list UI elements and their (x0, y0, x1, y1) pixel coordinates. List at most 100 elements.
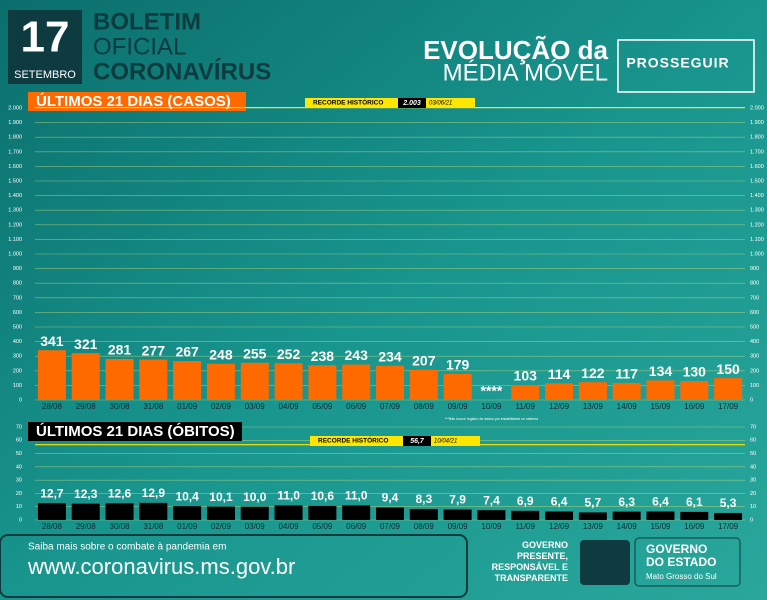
bar (545, 383, 574, 400)
title-line: OFICIAL (93, 33, 186, 60)
program: PROSSEGUIR (626, 55, 729, 71)
y-tick-label: 900 (750, 266, 759, 272)
date-box (8, 10, 82, 66)
bar (37, 350, 66, 400)
value-label: 10,6 (311, 489, 335, 503)
x-tick-label: 29/08 (76, 402, 97, 411)
record-label: RECORDE HISTÓRICO (313, 98, 383, 107)
y-tick-label: 1.900 (8, 120, 22, 126)
x-tick-label: 12/09 (549, 402, 570, 411)
day: 17 (21, 13, 70, 62)
x-tick-label: 15/09 (650, 522, 671, 531)
x-tick-label: 28/08 (42, 402, 63, 411)
section-title: ÚLTIMOS 21 DIAS (CASOS) (36, 92, 231, 110)
bar (409, 508, 438, 520)
value-label: 238 (311, 348, 335, 364)
section-title-box (28, 92, 246, 111)
bar (646, 511, 675, 520)
x-tick-label: 30/08 (110, 522, 131, 531)
bar (545, 511, 574, 520)
x-tick-label: 01/09 (177, 522, 198, 531)
x-tick-label: 17/09 (718, 402, 739, 411)
record-label: RECORDE HISTÓRICO (318, 436, 388, 445)
value-label: 12,9 (142, 486, 166, 500)
y-tick-label: 700 (13, 295, 22, 301)
x-tick-label: 08/09 (414, 522, 435, 531)
x-tick-label: 02/09 (211, 402, 232, 411)
bar (206, 363, 235, 400)
bar (680, 381, 709, 400)
record-box (310, 436, 480, 446)
note: ***Não houve registro de dados por insta… (445, 417, 538, 421)
value-label: 12,3 (74, 487, 98, 501)
y-tick-label: 1.000 (750, 251, 764, 257)
gov-text: GOVERNO (646, 542, 707, 556)
y-tick-label: 1.100 (750, 237, 764, 243)
y-tick-label: 300 (13, 354, 22, 360)
bar (409, 369, 438, 400)
y-tick-label: 1.100 (8, 237, 22, 243)
bar (714, 378, 743, 400)
bar (105, 358, 134, 400)
x-tick-label: 05/09 (312, 402, 333, 411)
y-tick-label: 2.000 (8, 105, 22, 111)
x-tick-label: 07/09 (380, 402, 401, 411)
x-tick-label: 16/09 (684, 522, 705, 531)
value-label: 7,4 (483, 493, 500, 507)
footer-url: www.coronavirus.ms.gov.br (27, 554, 295, 579)
x-tick-label: 28/08 (42, 522, 63, 531)
x-tick-label: 29/08 (76, 522, 97, 531)
value-label: 10,4 (175, 489, 199, 503)
bar (206, 506, 235, 520)
bar (612, 511, 641, 520)
y-tick-label: 600 (13, 310, 22, 316)
y-tick-label: 0 (750, 397, 753, 403)
y-tick-label: 300 (750, 354, 759, 360)
y-tick-label: 500 (750, 324, 759, 330)
y-tick-label: 70 (16, 424, 22, 430)
value-label: 114 (548, 366, 571, 382)
bar (105, 503, 134, 520)
x-tick-label: 03/09 (245, 402, 266, 411)
y-tick-label: 30 (750, 478, 756, 484)
month-box (8, 66, 82, 84)
value-label: 255 (243, 345, 267, 361)
value-label: 10,0 (243, 490, 267, 504)
value-label: 134 (649, 363, 673, 379)
bar (443, 373, 472, 400)
value-label: 103 (514, 368, 538, 384)
bar (342, 364, 371, 400)
y-tick-label: 900 (13, 266, 22, 272)
month: SETEMBRO (14, 69, 76, 81)
value-label: 248 (209, 346, 233, 362)
program-box (617, 39, 755, 93)
x-tick-label: 02/09 (211, 522, 232, 531)
bar (240, 362, 269, 400)
emblem (580, 540, 630, 585)
bar (308, 505, 337, 520)
value-label: 11,0 (345, 489, 368, 503)
bar (173, 506, 202, 520)
bar (240, 506, 269, 520)
bar (376, 507, 404, 520)
value-label: 11,0 (277, 489, 300, 503)
x-tick-label: 14/09 (617, 522, 638, 531)
x-tick-label: 09/09 (448, 402, 469, 411)
footer-info: Saiba mais sobre o combate à pandemia em (28, 542, 226, 553)
value-label: 341 (40, 333, 64, 349)
value-label: 179 (446, 357, 470, 373)
record-value-box (398, 98, 426, 108)
value-label: 6,4 (551, 495, 568, 509)
y-tick-label: 1.300 (8, 208, 22, 214)
x-tick-label: 03/09 (245, 522, 266, 531)
y-tick-label: 1.700 (8, 149, 22, 155)
value-label: 243 (345, 347, 369, 363)
section-title: ÚLTIMOS 21 DIAS (ÓBITOS) (36, 422, 235, 440)
x-tick-label: 01/09 (177, 402, 198, 411)
value-label: 277 (142, 342, 166, 358)
y-tick-label: 60 (16, 438, 22, 444)
y-tick-label: 50 (750, 451, 756, 457)
bar (714, 512, 743, 520)
bar (37, 503, 66, 520)
y-tick-label: 500 (13, 324, 22, 330)
